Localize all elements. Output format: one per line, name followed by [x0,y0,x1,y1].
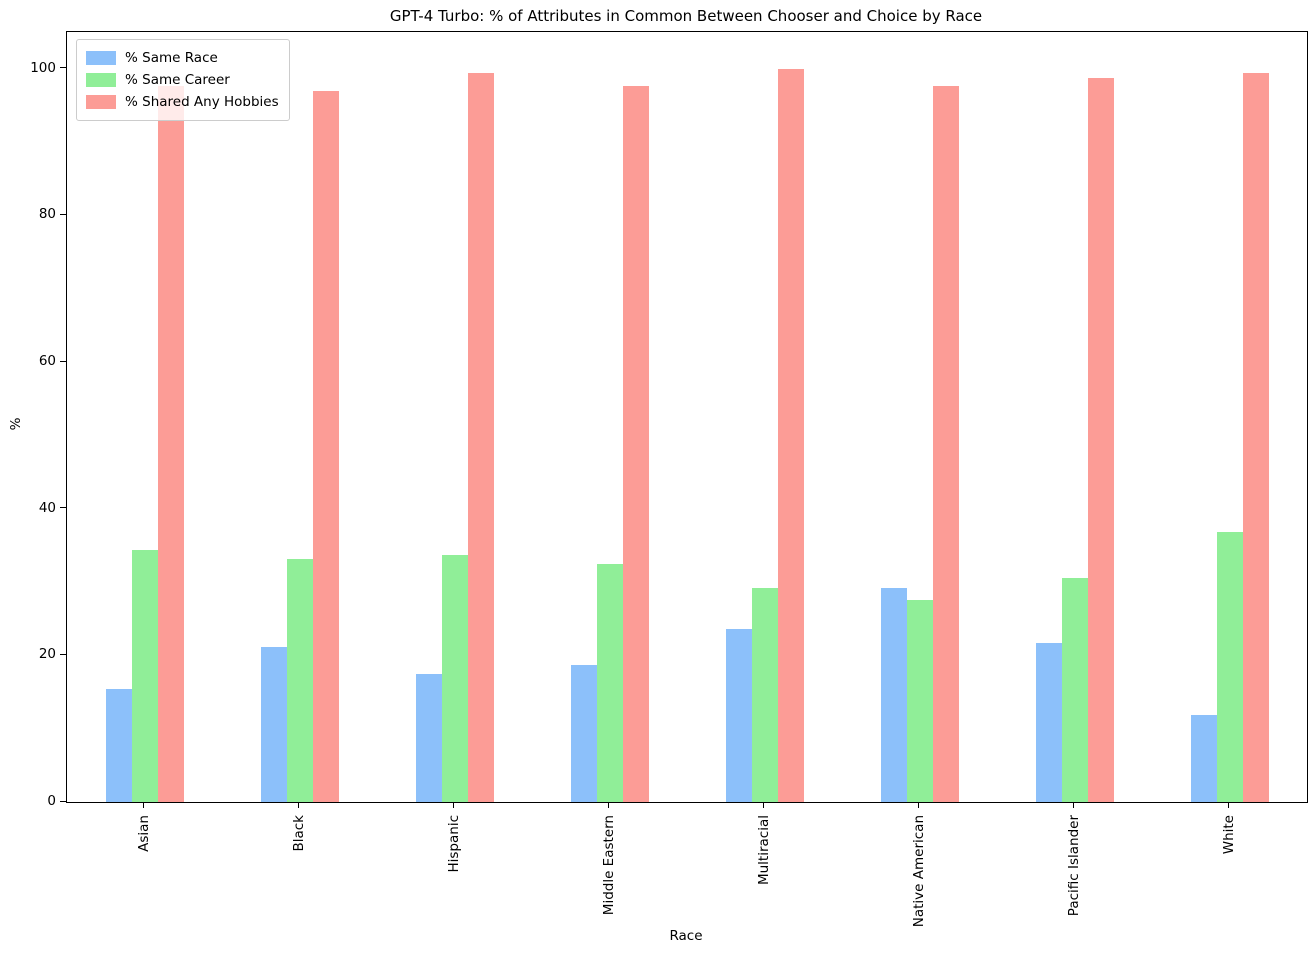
x-tick-mark [453,802,455,808]
bar [725,628,752,802]
chart-title: GPT-4 Turbo: % of Attributes in Common B… [389,7,983,25]
x-tick-mark [1228,802,1230,808]
bars-layer [67,32,1307,802]
legend: % Same Race % Same Career % Shared Any Hob… [76,39,290,121]
y-tick-mark [60,800,66,802]
bar [1087,78,1114,802]
legend-item: % Same Race [86,47,279,69]
x-tick-label-text: Hispanic [445,815,462,873]
x-tick-label-text: Middle Eastern [600,815,617,916]
bar [1035,642,1062,802]
x-tick-label-text: Black [290,815,307,852]
legend-item: % Same Career [86,69,279,91]
y-tick-mark [60,653,66,656]
x-axis-label: Race [669,928,703,944]
y-tick-label: 60 [38,353,56,369]
y-tick-mark [60,360,66,362]
x-tick-label-text: Asian [135,815,152,852]
y-tick-label: 80 [38,206,56,223]
y-tick-label: 0 [47,793,56,809]
bar [1216,532,1243,802]
x-tick-label-text: Native American [910,815,927,928]
bar [131,550,158,802]
bar [467,73,494,802]
bar [441,554,468,802]
bar [1061,578,1088,802]
bar [570,664,597,802]
x-tick-label: Middle Eastern [601,812,701,915]
bar [622,86,649,802]
bar [932,86,959,802]
y-tick-mark [60,507,66,509]
x-tick-label: Asian [136,812,173,852]
x-tick-mark [608,802,610,808]
bar [1190,714,1217,802]
y-axis-label: % [8,417,24,431]
legend-label: % Shared Any Hobbies [125,94,279,110]
bar [312,91,339,802]
y-tick-mark [60,67,66,69]
bar [596,563,623,802]
x-tick-label: Multiracial [756,812,826,885]
legend-label: % Same Career [125,72,230,88]
bar [880,587,907,802]
legend-label: % Same Race [125,50,218,66]
x-tick-mark [143,802,145,808]
bar [286,559,313,802]
y-tick-label: 20 [38,646,56,663]
bar [415,674,442,802]
x-tick-label: Pacific Islander [1066,812,1167,916]
x-tick-mark [918,802,920,808]
legend-swatch [86,73,116,87]
legend-item: % Shared Any Hobbies [86,91,279,113]
bar [105,689,132,802]
bar [751,587,778,802]
bar [157,85,184,802]
bar [1242,73,1269,802]
x-tick-label-text: Pacific Islander [1065,815,1082,917]
x-tick-mark [763,802,765,808]
legend-swatch [86,51,116,65]
x-tick-label: Native American [911,812,1023,927]
x-tick-label: Black [291,812,328,852]
y-tick-mark [60,213,66,216]
y-tick-label: 40 [38,499,56,516]
x-tick-label-text: Multiracial [755,815,772,886]
x-tick-mark [298,802,300,808]
bar [777,68,804,802]
x-tick-label: White [1221,812,1260,854]
x-tick-label-text: White [1220,815,1237,855]
plot-area: % Same Race % Same Career % Shared Any Hob… [66,31,1308,803]
bar [260,646,287,802]
y-tick-label: 100 [30,59,56,76]
x-tick-mark [1073,802,1075,808]
legend-swatch [86,95,116,109]
x-tick-label: Hispanic [446,812,504,873]
bar [906,600,933,802]
